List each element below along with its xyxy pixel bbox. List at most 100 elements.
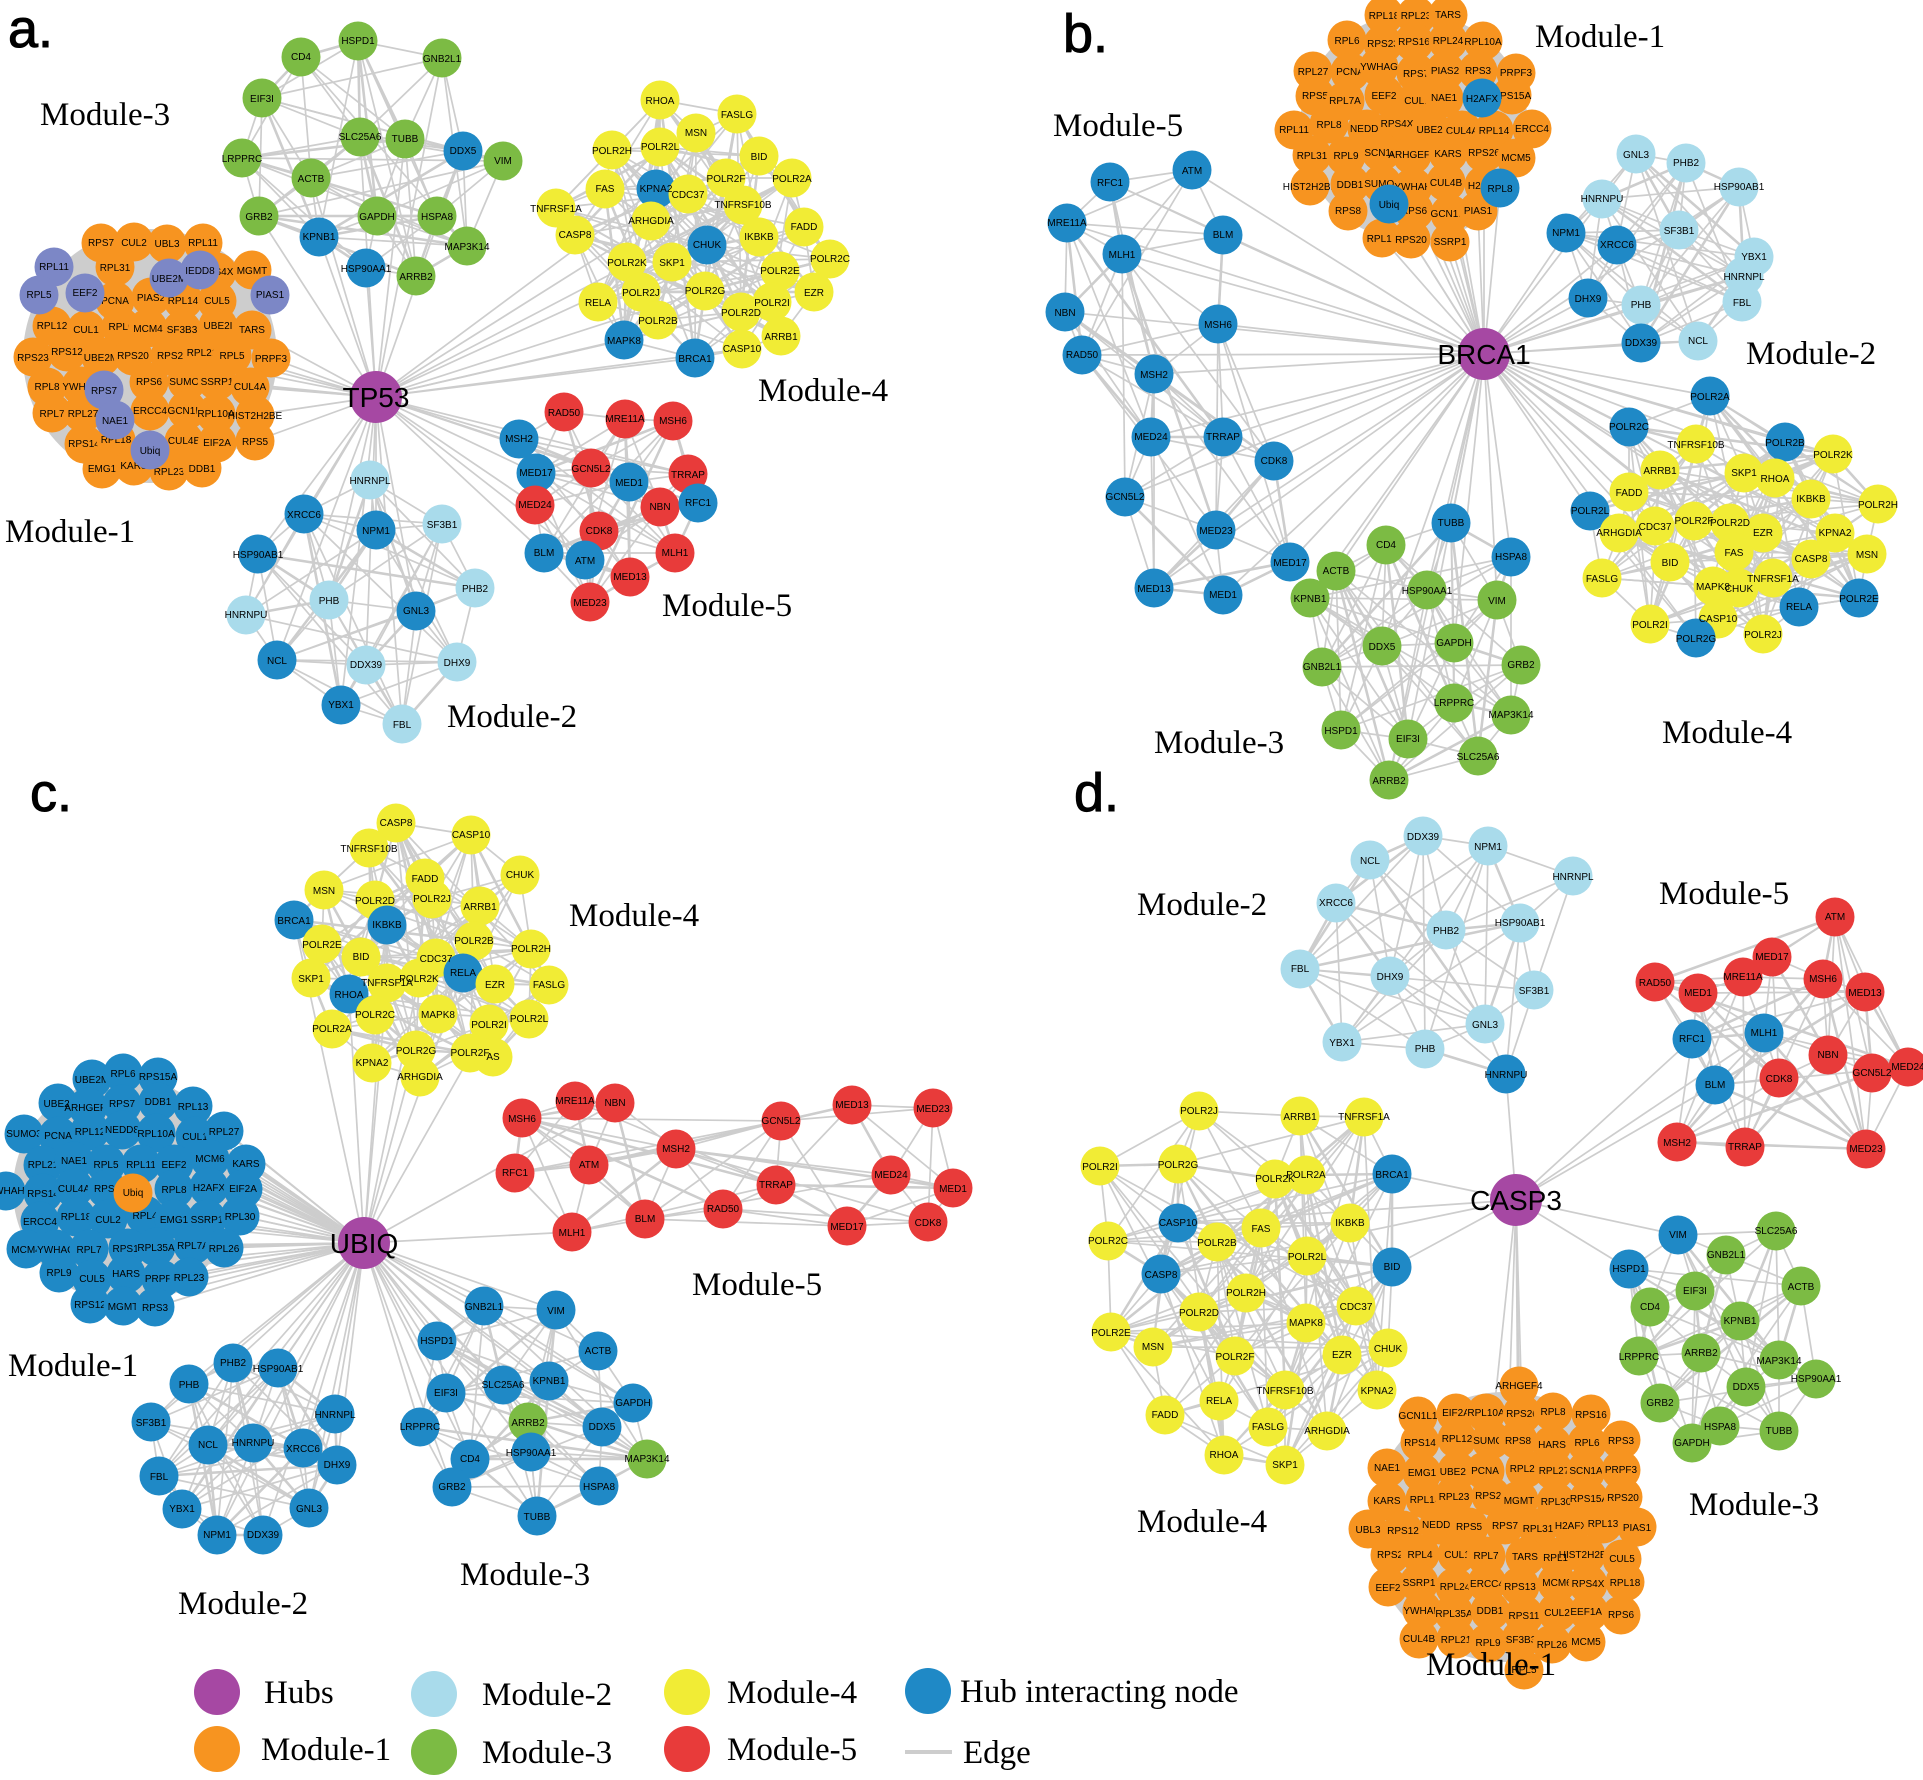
svg-text:RPL10A: RPL10A <box>137 1129 175 1140</box>
svg-text:EIF3I: EIF3I <box>1683 1286 1707 1297</box>
svg-text:CUL4A: CUL4A <box>58 1184 91 1195</box>
svg-text:RPS14: RPS14 <box>68 439 100 450</box>
svg-text:SF3B1: SF3B1 <box>136 1418 167 1429</box>
svg-text:RPL31: RPL31 <box>1297 151 1328 162</box>
svg-text:UBE2M: UBE2M <box>152 274 186 285</box>
svg-text:CUL5: CUL5 <box>79 1274 105 1285</box>
svg-text:TRRAP: TRRAP <box>1206 432 1240 443</box>
svg-text:IEDD8: IEDD8 <box>185 266 215 277</box>
svg-text:RPL4: RPL4 <box>1407 1550 1432 1561</box>
svg-text:ERCC4: ERCC4 <box>1470 1579 1504 1590</box>
svg-text:UBIQ: UBIQ <box>330 1228 398 1259</box>
svg-text:NBN: NBN <box>604 1098 625 1109</box>
svg-text:RPL5: RPL5 <box>26 290 51 301</box>
svg-text:ARRB2: ARRB2 <box>1684 1348 1718 1359</box>
svg-text:LRPPRC: LRPPRC <box>222 154 263 165</box>
svg-text:NEDD8: NEDD8 <box>105 1125 139 1136</box>
svg-text:HNRNPL: HNRNPL <box>1723 272 1765 283</box>
svg-text:RPS3: RPS3 <box>1465 66 1492 77</box>
svg-text:RPL18: RPL18 <box>61 1212 92 1223</box>
svg-text:HSPA8: HSPA8 <box>1495 552 1527 563</box>
svg-text:b.: b. <box>1063 4 1108 64</box>
svg-text:MED23: MED23 <box>1849 1144 1883 1155</box>
svg-text:EIF3I: EIF3I <box>250 94 274 105</box>
svg-text:FADD: FADD <box>1616 488 1643 499</box>
svg-text:POLR2B: POLR2B <box>638 316 678 327</box>
svg-text:RPL7A: RPL7A <box>177 1241 209 1252</box>
svg-text:RPL14: RPL14 <box>168 296 199 307</box>
svg-text:KARS: KARS <box>1434 149 1462 160</box>
svg-text:PIAS1: PIAS1 <box>256 290 285 301</box>
svg-text:DDX39: DDX39 <box>350 660 383 671</box>
svg-text:Ubiq: Ubiq <box>140 446 161 457</box>
svg-text:RPS14: RPS14 <box>1404 1438 1436 1449</box>
svg-text:MED23: MED23 <box>573 598 607 609</box>
svg-text:EIF2A: EIF2A <box>1442 1408 1470 1419</box>
svg-text:FBL: FBL <box>150 1472 169 1483</box>
svg-text:HSP90AA1: HSP90AA1 <box>1402 586 1453 597</box>
svg-text:UBE2I: UBE2I <box>204 321 233 332</box>
svg-text:ERCC4: ERCC4 <box>1515 124 1549 135</box>
svg-text:RPL8: RPL8 <box>1540 1407 1565 1418</box>
svg-text:CDK8: CDK8 <box>915 1218 942 1229</box>
svg-text:GCN5L2: GCN5L2 <box>572 464 611 475</box>
svg-text:RAD50: RAD50 <box>707 1204 740 1215</box>
svg-text:ARRB2: ARRB2 <box>511 1418 545 1429</box>
svg-text:MAPK8: MAPK8 <box>1289 1318 1323 1329</box>
svg-text:RAD50: RAD50 <box>548 408 581 419</box>
svg-text:RPL21: RPL21 <box>28 1160 59 1171</box>
svg-text:MED17: MED17 <box>1273 558 1307 569</box>
svg-text:RPS15A: RPS15A <box>139 1072 178 1083</box>
svg-text:H2AFX: H2AFX <box>1555 1521 1588 1532</box>
svg-text:Module-1: Module-1 <box>261 1732 391 1768</box>
svg-text:DDX5: DDX5 <box>1733 1382 1760 1393</box>
svg-text:FADD: FADD <box>412 874 439 885</box>
svg-text:NAE1: NAE1 <box>102 416 129 427</box>
svg-text:GNB2L1: GNB2L1 <box>423 54 462 65</box>
svg-text:DDX5: DDX5 <box>450 146 477 157</box>
svg-text:ERCC4: ERCC4 <box>133 406 167 417</box>
svg-text:RPS5: RPS5 <box>1302 91 1329 102</box>
svg-text:POLR2D: POLR2D <box>1710 518 1750 529</box>
svg-text:Module-4: Module-4 <box>569 898 699 934</box>
svg-text:EEF2: EEF2 <box>72 288 97 299</box>
svg-text:RELA: RELA <box>1206 1396 1232 1407</box>
svg-text:POLR2H: POLR2H <box>592 146 632 157</box>
svg-text:CHUK: CHUK <box>1374 1344 1403 1355</box>
svg-text:POLR2D: POLR2D <box>355 896 395 907</box>
svg-text:PRPF3: PRPF3 <box>1605 1465 1638 1476</box>
svg-text:CDK8: CDK8 <box>1261 456 1288 467</box>
svg-text:RELA: RELA <box>585 298 611 309</box>
svg-text:MAP3K14: MAP3K14 <box>1756 1356 1801 1367</box>
svg-text:DHX9: DHX9 <box>444 658 471 669</box>
svg-text:MSN: MSN <box>1856 550 1878 561</box>
svg-text:HARS: HARS <box>1538 1440 1566 1451</box>
svg-text:CASP10: CASP10 <box>1699 614 1738 625</box>
svg-text:Module-5: Module-5 <box>662 588 792 624</box>
svg-text:RAD50: RAD50 <box>1066 350 1099 361</box>
svg-text:MSH2: MSH2 <box>1140 370 1168 381</box>
svg-text:CUL4A: CUL4A <box>234 382 267 393</box>
svg-text:Module-1: Module-1 <box>5 514 135 550</box>
svg-text:MED13: MED13 <box>1848 988 1882 999</box>
svg-text:EIF3I: EIF3I <box>1396 734 1420 745</box>
svg-text:POLR2E: POLR2E <box>302 940 342 951</box>
svg-text:SF3B1: SF3B1 <box>1519 986 1550 997</box>
svg-text:ATM: ATM <box>1825 912 1845 923</box>
svg-text:GCN5L2: GCN5L2 <box>762 1116 801 1127</box>
svg-text:POLR2J: POLR2J <box>1180 1106 1218 1117</box>
svg-text:POLR2L: POLR2L <box>641 142 680 153</box>
svg-text:Module-3: Module-3 <box>482 1735 612 1771</box>
svg-text:XRCC6: XRCC6 <box>1600 240 1634 251</box>
svg-text:HSP90AB1: HSP90AB1 <box>1714 182 1765 193</box>
svg-text:MGMT: MGMT <box>237 266 268 277</box>
svg-text:MED17: MED17 <box>830 1222 864 1233</box>
svg-text:ARRB1: ARRB1 <box>1643 466 1677 477</box>
svg-text:RPS5: RPS5 <box>242 437 269 448</box>
svg-text:FASLG: FASLG <box>533 980 565 991</box>
svg-text:RPL10A: RPL10A <box>1467 1408 1505 1419</box>
svg-text:RPL27: RPL27 <box>209 1127 240 1138</box>
svg-text:SF3B3: SF3B3 <box>1506 1635 1537 1646</box>
svg-text:RPL18: RPL18 <box>1610 1578 1641 1589</box>
svg-text:EZR: EZR <box>485 980 505 991</box>
